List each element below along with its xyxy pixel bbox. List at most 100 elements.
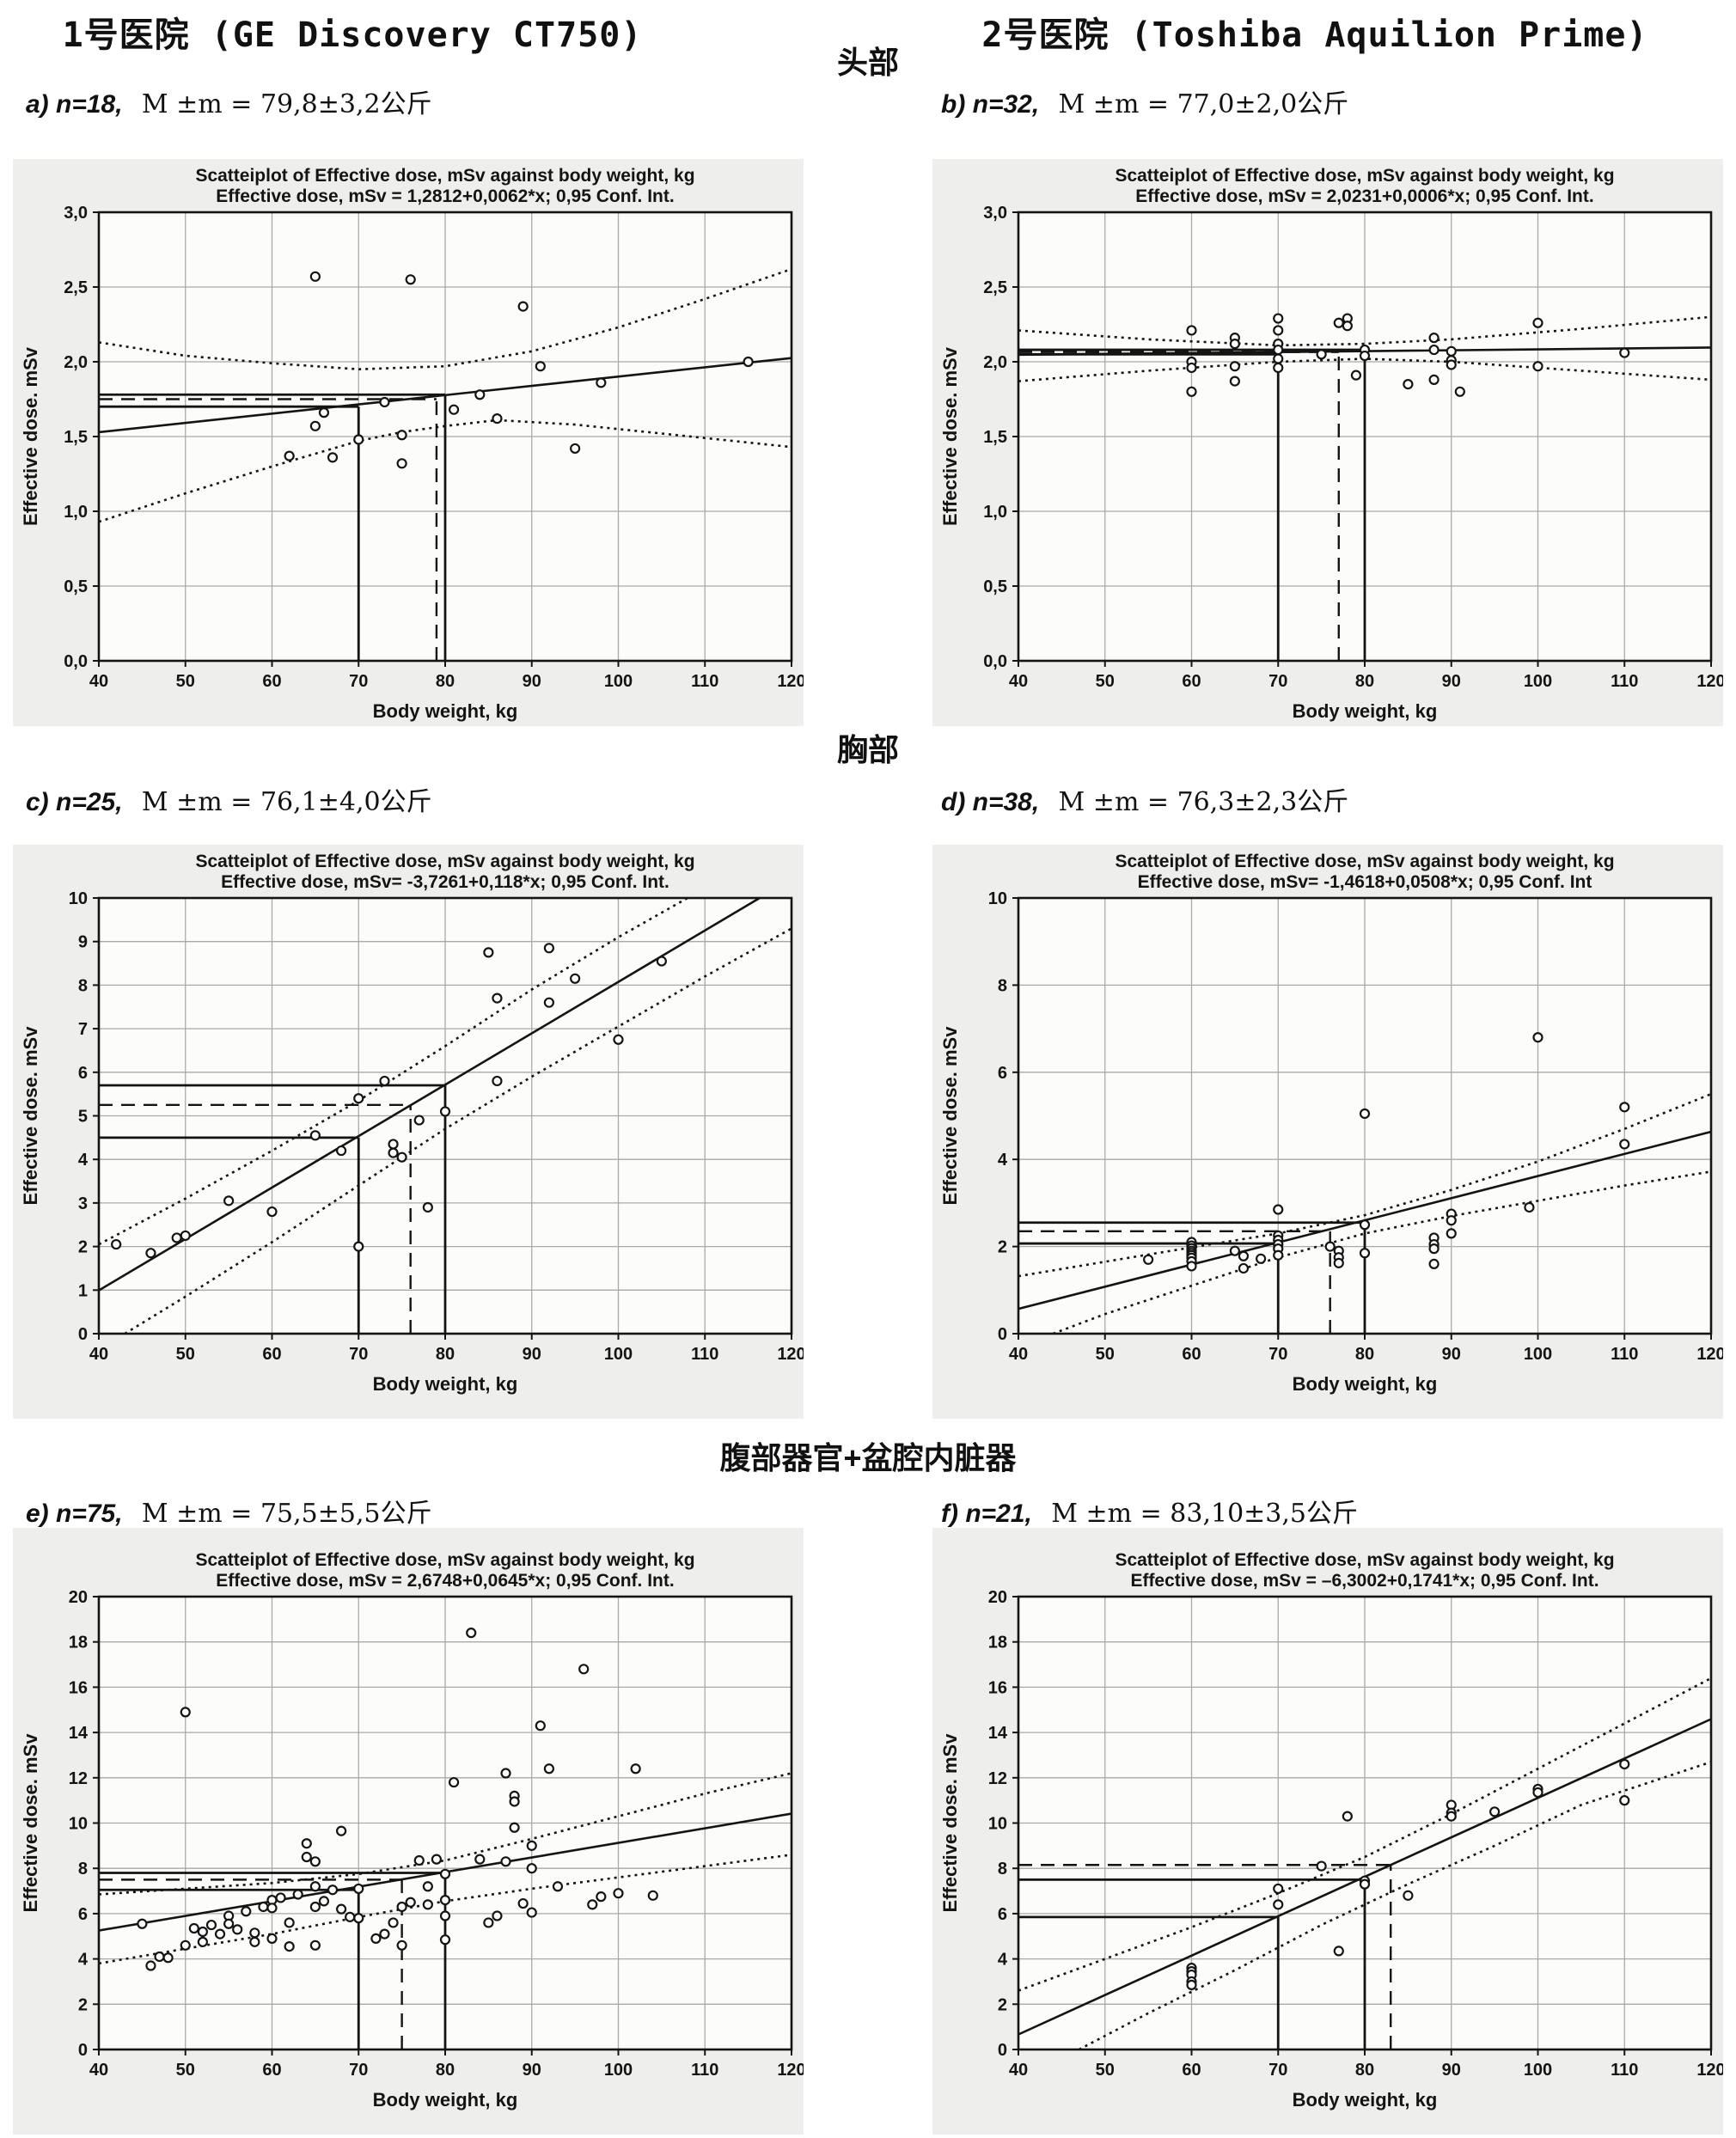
scatter-point bbox=[439, 1106, 451, 1117]
subtitle-d: d) n=38, M ±m = 76,3±2,3公斤 bbox=[941, 780, 1348, 818]
scatter-point bbox=[535, 361, 546, 372]
scatter-point bbox=[309, 271, 321, 282]
scatter-point bbox=[396, 1151, 407, 1163]
scatter-point bbox=[439, 1934, 451, 1946]
scatter-point bbox=[197, 1926, 208, 1938]
y-tick-label: 0,5 bbox=[983, 577, 1007, 596]
scatter-point bbox=[188, 1922, 199, 1934]
x-tick-label: 90 bbox=[1442, 2061, 1461, 2080]
scatter-point bbox=[630, 1763, 641, 1775]
scatter-point bbox=[1524, 1201, 1535, 1213]
scatter-point bbox=[578, 1664, 590, 1675]
subtitle-f-prefix: f) n=21, bbox=[941, 1500, 1032, 1528]
x-axis-label: Body weight, kg bbox=[1293, 1373, 1438, 1395]
scatter-point bbox=[1186, 1979, 1197, 1991]
y-tick-label: 2,5 bbox=[64, 278, 88, 297]
x-tick-label: 110 bbox=[1611, 2061, 1638, 2080]
scatter-point bbox=[1333, 1257, 1344, 1268]
y-tick-label: 1,0 bbox=[64, 503, 88, 522]
scatter-point bbox=[1229, 361, 1240, 372]
scatter-point bbox=[327, 1884, 339, 1896]
scatter-point bbox=[1273, 1249, 1284, 1261]
scatter-point bbox=[492, 993, 503, 1004]
scatter-point bbox=[509, 1822, 520, 1833]
scatter-point bbox=[301, 1838, 312, 1849]
scatter-point bbox=[517, 1897, 529, 1909]
y-tick-label: 10 bbox=[69, 1815, 88, 1834]
chart-title-line1: Scatteiplot of Effective dose, mSv again… bbox=[195, 1550, 694, 1570]
scatter-point bbox=[1428, 374, 1440, 385]
y-axis-label: Effective dose. mSv bbox=[20, 1026, 41, 1206]
y-tick-label: 0,0 bbox=[983, 652, 1007, 671]
y-tick-label: 14 bbox=[69, 1724, 89, 1743]
y-tick-label: 0 bbox=[78, 2041, 88, 2060]
chart-panel-f: 40 50 60 70 80 90 100 110 120 0 2 4 6 8 10 12 14 16 18 20 Sc… bbox=[932, 1528, 1723, 2135]
scatter-point bbox=[301, 1851, 312, 1863]
x-tick-label: 110 bbox=[691, 2061, 718, 2080]
y-tick-label: 4 bbox=[998, 1151, 1008, 1170]
scatter-point bbox=[1324, 1241, 1336, 1252]
subtitle-f: f) n=21, M ±m = 83,10±3,5公斤 bbox=[941, 1492, 1358, 1530]
x-tick-label: 60 bbox=[1182, 2061, 1201, 2080]
scatter-point bbox=[1186, 362, 1197, 374]
subtitle-e: e) n=75, M ±m = 75,5±5,5公斤 bbox=[26, 1492, 432, 1530]
x-tick-label: 110 bbox=[691, 1345, 718, 1364]
scatter-point bbox=[241, 1906, 252, 1917]
scatter-point bbox=[353, 1883, 364, 1895]
scatter-point bbox=[232, 1924, 243, 1935]
scatter-point bbox=[284, 450, 295, 461]
x-axis-label: Body weight, kg bbox=[1293, 700, 1438, 722]
x-tick-label: 60 bbox=[262, 2061, 281, 2080]
scatter-point bbox=[180, 1939, 191, 1951]
scatter-point bbox=[318, 407, 330, 418]
scatter-point bbox=[1446, 1215, 1457, 1226]
scatter-point bbox=[1446, 1811, 1457, 1822]
x-tick-label: 90 bbox=[1442, 1345, 1461, 1364]
y-tick-label: 1 bbox=[78, 1281, 88, 1300]
scatter-point bbox=[543, 943, 555, 954]
y-tick-label: 6 bbox=[78, 1064, 88, 1083]
y-tick-label: 3 bbox=[78, 1194, 88, 1213]
scatter-point bbox=[570, 443, 581, 455]
scatter-point bbox=[509, 1796, 520, 1807]
y-tick-label: 10 bbox=[988, 889, 1007, 908]
scatter-point bbox=[587, 1899, 598, 1910]
x-tick-label: 100 bbox=[604, 672, 633, 691]
x-tick-label: 120 bbox=[1696, 2061, 1723, 2080]
y-tick-label: 2 bbox=[998, 1238, 1007, 1257]
scatter-point bbox=[1359, 1219, 1371, 1231]
x-tick-label: 110 bbox=[1611, 672, 1638, 691]
y-tick-label: 20 bbox=[69, 1588, 88, 1607]
scatter-point bbox=[154, 1951, 165, 1963]
scatter-point bbox=[1619, 1102, 1630, 1113]
scatter-point bbox=[1273, 353, 1284, 364]
scatter-point bbox=[1186, 325, 1197, 336]
x-tick-label: 50 bbox=[176, 1345, 195, 1364]
scatter-point bbox=[439, 1910, 451, 1921]
confidence-band-lower bbox=[1018, 357, 1711, 382]
scatter-point bbox=[1238, 1262, 1250, 1274]
scatter-point bbox=[396, 1901, 407, 1913]
x-tick-label: 120 bbox=[1696, 1345, 1723, 1364]
scatter-chart-d: 40 50 60 70 80 90 100 110 120 0 2 4 6 8 10 Scatteiplot … bbox=[939, 852, 1723, 1395]
scatter-point bbox=[1186, 386, 1197, 397]
scatter-point bbox=[413, 1115, 425, 1126]
scatter-point bbox=[1619, 1758, 1630, 1770]
scatter-point bbox=[1316, 349, 1327, 360]
confidence-band-upper bbox=[1018, 1092, 1711, 1278]
y-tick-label: 18 bbox=[988, 1634, 1007, 1652]
scatter-point bbox=[1350, 370, 1362, 381]
chart-title-line2: Effective dose, mSv = –6,3002+0,1741*x; … bbox=[1130, 1571, 1598, 1591]
x-tick-label: 40 bbox=[1009, 1345, 1028, 1364]
scatter-point bbox=[1273, 344, 1284, 356]
scatter-point bbox=[266, 1933, 278, 1944]
y-tick-label: 16 bbox=[988, 1678, 1007, 1697]
y-axis-label: Effective dose. mSv bbox=[939, 346, 961, 526]
scatter-point bbox=[1238, 1250, 1250, 1261]
scatter-point bbox=[1446, 359, 1457, 370]
y-tick-label: 8 bbox=[998, 976, 1007, 995]
scatter-point bbox=[492, 1910, 503, 1921]
scatter-point bbox=[1273, 1204, 1284, 1215]
scatter-point bbox=[353, 1241, 364, 1252]
